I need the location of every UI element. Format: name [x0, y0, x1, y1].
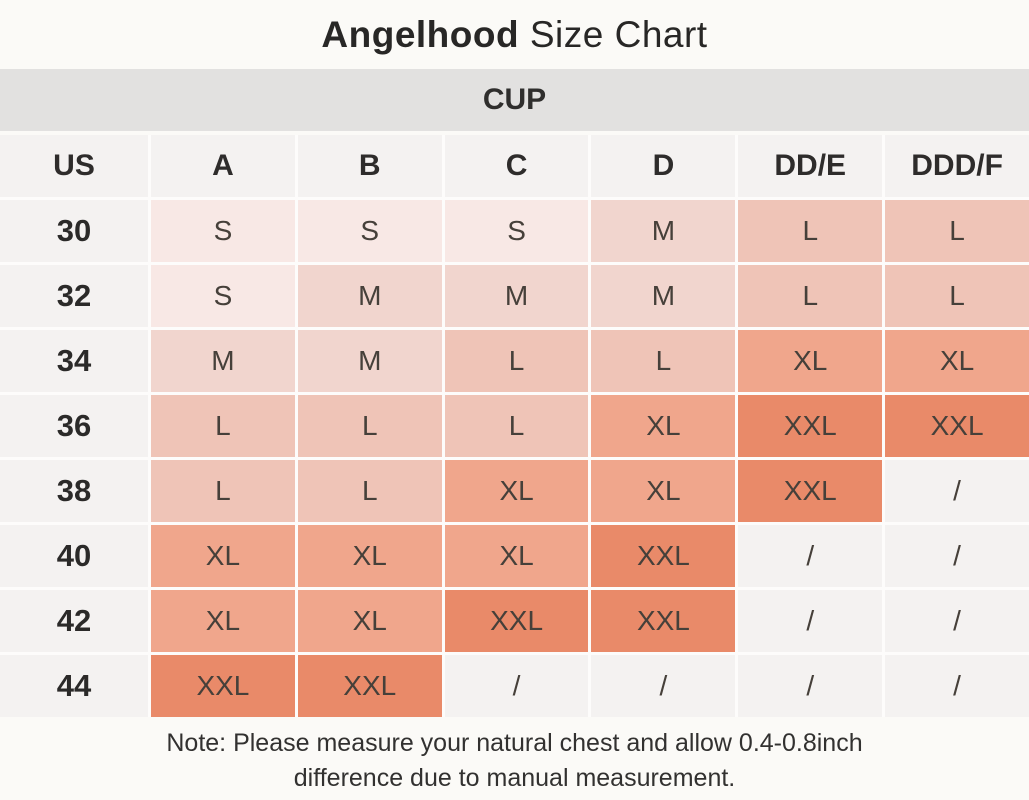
size-cell: M — [297, 330, 442, 392]
size-cell: L — [444, 395, 589, 457]
size-cell: XL — [151, 525, 295, 587]
col-header-cup-b: B — [297, 135, 442, 197]
size-cell: L — [885, 200, 1029, 262]
size-cell: L — [151, 460, 295, 522]
row-header-42: 42 — [0, 590, 148, 652]
size-cell: XL — [444, 525, 589, 587]
row-header-30: 30 — [0, 200, 148, 262]
row-header-36: 36 — [0, 395, 148, 457]
size-cell: / — [885, 460, 1029, 522]
size-cell: L — [151, 395, 295, 457]
size-table: US A B C D DD/E DDD/F 30 S S S M L L 32 S M M M L L 34 M M L L XL X… — [0, 135, 1029, 717]
size-cell: XL — [151, 590, 295, 652]
size-cell: XL — [591, 395, 736, 457]
size-cell: L — [297, 395, 442, 457]
size-cell: L — [444, 330, 589, 392]
size-cell: / — [885, 590, 1029, 652]
size-cell: L — [591, 330, 736, 392]
size-cell: XXL — [738, 460, 883, 522]
size-cell: / — [591, 655, 736, 717]
brand-name: Angelhood — [321, 13, 520, 55]
col-header-cup-c: C — [444, 135, 589, 197]
size-cell: XL — [738, 330, 883, 392]
size-cell: XXL — [444, 590, 589, 652]
size-cell: L — [738, 265, 883, 327]
size-cell: / — [738, 525, 883, 587]
size-cell: M — [297, 265, 442, 327]
size-cell: S — [151, 265, 295, 327]
row-header-40: 40 — [0, 525, 148, 587]
row-header-34: 34 — [0, 330, 148, 392]
size-cell: L — [297, 460, 442, 522]
page-title: Angelhood Size Chart — [0, 0, 1029, 69]
page-title-rest: Size Chart — [519, 13, 708, 55]
size-cell: M — [591, 265, 736, 327]
cup-group-label: CUP — [482, 83, 547, 116]
size-cell: / — [885, 655, 1029, 717]
col-header-cup-d: D — [591, 135, 736, 197]
cup-group-header: CUP — [0, 69, 1029, 131]
col-header-cup-dd-e: DD/E — [738, 135, 883, 197]
col-header-cup-a: A — [151, 135, 295, 197]
size-cell: / — [738, 590, 883, 652]
size-cell: XL — [444, 460, 589, 522]
size-cell: S — [444, 200, 589, 262]
size-cell: / — [738, 655, 883, 717]
size-cell: XXL — [885, 395, 1029, 457]
size-cell: / — [885, 525, 1029, 587]
footer-note-line2: difference due to manual measurement. — [293, 763, 736, 792]
size-cell: M — [444, 265, 589, 327]
size-cell: XL — [297, 590, 442, 652]
size-cell: L — [885, 265, 1029, 327]
size-cell: S — [151, 200, 295, 262]
size-cell: M — [591, 200, 736, 262]
size-cell: S — [297, 200, 442, 262]
size-cell: XXL — [738, 395, 883, 457]
size-cell: XL — [885, 330, 1029, 392]
size-cell: XXL — [591, 525, 736, 587]
footer-note: Note: Please measure your natural chest … — [0, 717, 1029, 800]
size-cell: XL — [591, 460, 736, 522]
size-cell: / — [444, 655, 589, 717]
row-header-32: 32 — [0, 265, 148, 327]
col-header-cup-ddd-f: DDD/F — [885, 135, 1029, 197]
size-cell: XXL — [591, 590, 736, 652]
size-cell: XXL — [151, 655, 295, 717]
row-header-44: 44 — [0, 655, 148, 717]
size-cell: L — [738, 200, 883, 262]
col-header-us: US — [0, 135, 148, 197]
row-header-38: 38 — [0, 460, 148, 522]
size-cell: XL — [297, 525, 442, 587]
size-cell: XXL — [297, 655, 442, 717]
footer-note-line1: Note: Please measure your natural chest … — [166, 728, 863, 757]
size-cell: M — [151, 330, 295, 392]
